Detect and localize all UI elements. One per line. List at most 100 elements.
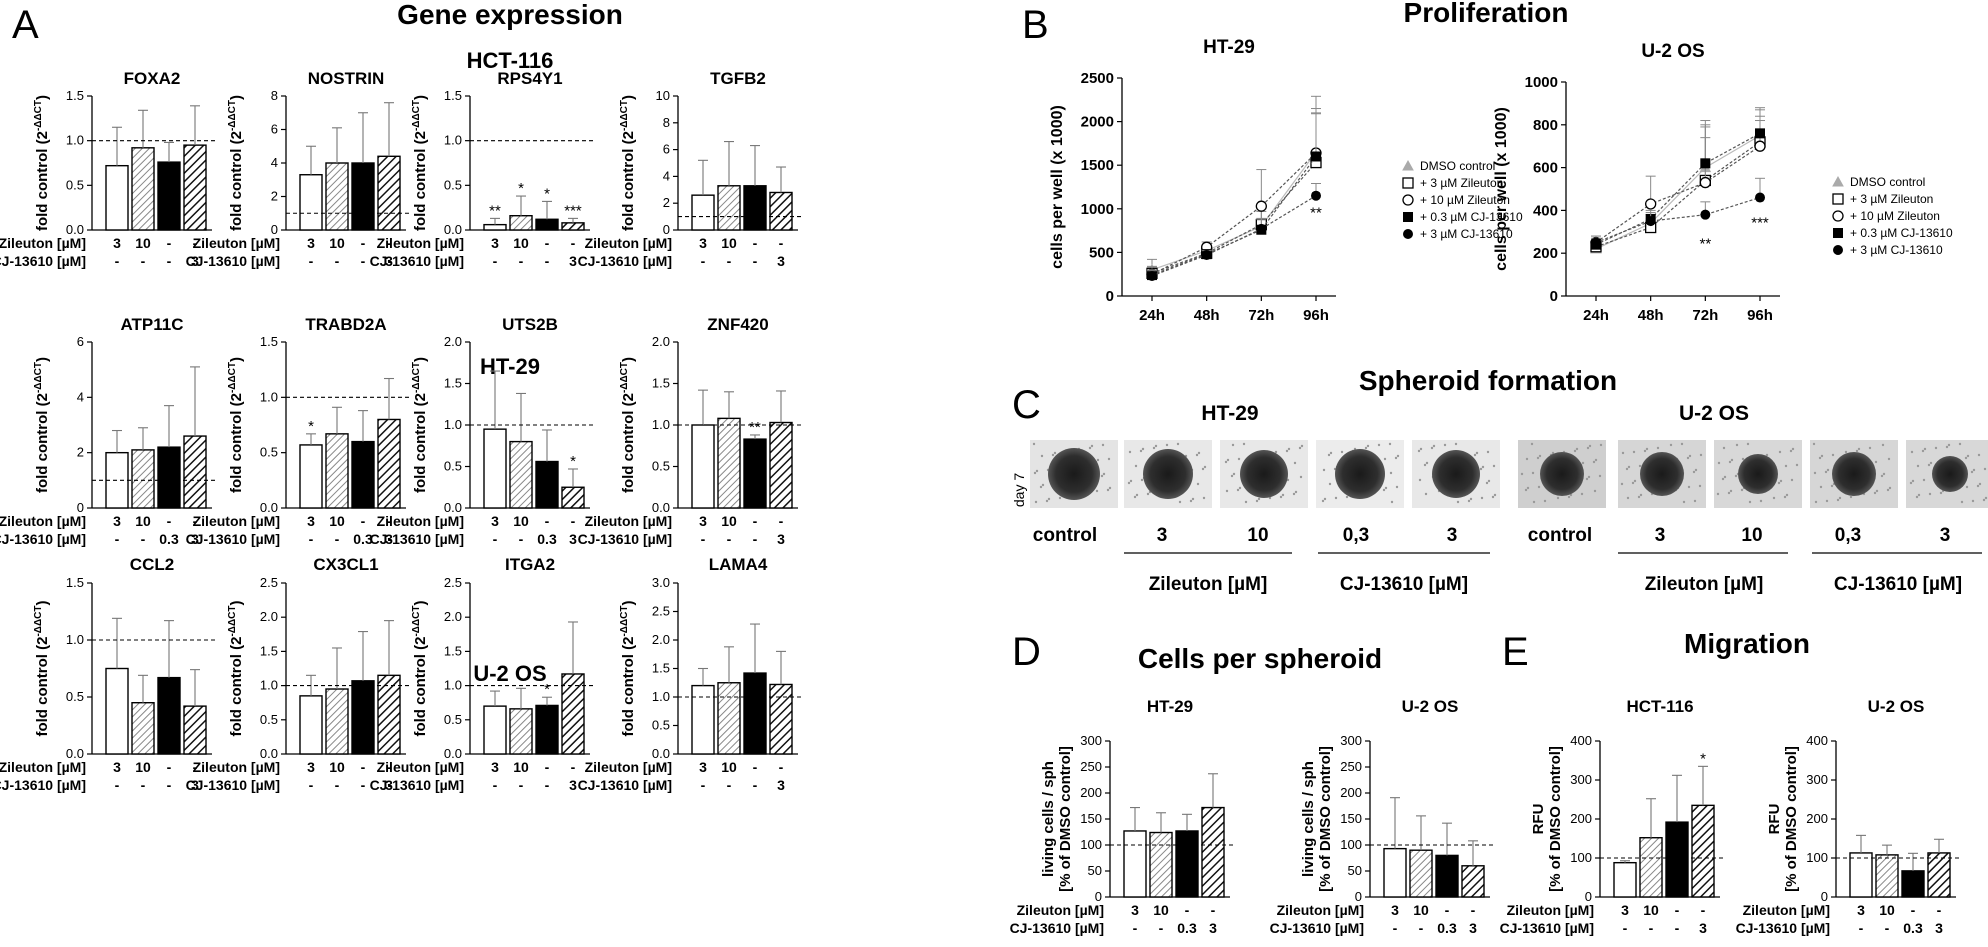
speckle bbox=[1693, 499, 1697, 503]
series-line bbox=[1151, 156, 1317, 276]
speckle bbox=[1479, 467, 1483, 471]
bar bbox=[509, 440, 533, 509]
treatment-value: 10 bbox=[329, 513, 345, 529]
treatment-value: 3 bbox=[113, 513, 121, 529]
bar bbox=[299, 695, 323, 755]
y-tick-label: 300 bbox=[1340, 733, 1362, 748]
treatment-value: 3 bbox=[385, 253, 393, 269]
bar bbox=[351, 680, 375, 755]
treatment-value: 3 bbox=[699, 235, 707, 251]
speckle bbox=[1485, 481, 1489, 485]
treatment-value: - bbox=[1675, 902, 1680, 918]
bar bbox=[1901, 870, 1925, 898]
speckle bbox=[1939, 491, 1943, 495]
y-tick-label: 0.5 bbox=[444, 712, 462, 727]
speckle bbox=[1645, 447, 1649, 451]
spheroid-image bbox=[1220, 440, 1308, 508]
speckle bbox=[1694, 468, 1698, 472]
treatment-value: - bbox=[1445, 902, 1450, 918]
data-point bbox=[1833, 245, 1843, 255]
bar bbox=[131, 449, 155, 509]
speckle bbox=[1139, 449, 1143, 453]
y-tick-label: 50 bbox=[1088, 863, 1102, 878]
chart-title: HT-29 bbox=[1203, 37, 1255, 58]
speckle bbox=[1916, 464, 1920, 468]
speckle bbox=[1322, 468, 1326, 472]
y-tick-label: 0.0 bbox=[260, 746, 278, 761]
y-tick-label: 2.5 bbox=[652, 604, 670, 619]
speckle bbox=[1101, 443, 1105, 447]
speckle bbox=[1909, 481, 1913, 485]
bar bbox=[131, 147, 155, 231]
speckle bbox=[1394, 456, 1398, 460]
speckle bbox=[1095, 489, 1099, 493]
bar-chart-lama4: LAMA4 0.0 0.5 1.0 1.5 2.0 2.5 3.0 fold control (… bbox=[578, 555, 804, 793]
bar bbox=[1409, 849, 1433, 898]
speckle bbox=[1045, 499, 1049, 503]
speckle bbox=[1178, 500, 1182, 504]
speckle bbox=[1978, 482, 1982, 486]
data-point bbox=[1255, 200, 1267, 212]
data-point bbox=[1591, 237, 1601, 248]
speckle bbox=[1364, 446, 1368, 450]
treatment-value: - bbox=[335, 531, 340, 547]
data-point bbox=[1403, 229, 1413, 239]
series-line bbox=[1595, 141, 1761, 248]
spheroid-ht29-title: HT-29 bbox=[1201, 402, 1258, 425]
speckle bbox=[1491, 495, 1495, 499]
data-point bbox=[1311, 151, 1321, 162]
speckle bbox=[1230, 474, 1234, 478]
y-tick-label: 10 bbox=[656, 88, 670, 103]
data-point bbox=[1402, 194, 1414, 206]
treatment-value: - bbox=[193, 235, 198, 251]
significance-star: * bbox=[1700, 750, 1706, 767]
chart-title: CCL2 bbox=[130, 555, 174, 574]
speckle bbox=[1778, 450, 1782, 454]
title-spheroid-formation: Spheroid formation bbox=[1359, 365, 1617, 396]
y-tick-label: 0 bbox=[1585, 889, 1592, 904]
treatment-value: - bbox=[701, 777, 706, 793]
speckle bbox=[1146, 492, 1150, 496]
bar bbox=[183, 435, 207, 509]
data-point bbox=[1754, 140, 1766, 152]
speckle bbox=[1236, 488, 1240, 492]
speckle bbox=[1088, 446, 1092, 450]
speckle bbox=[1656, 446, 1660, 450]
y-tick-label: 3.0 bbox=[652, 575, 670, 590]
treatment-value: - bbox=[571, 759, 576, 775]
bar bbox=[691, 194, 715, 231]
bar-chart-tgfb2: TGFB2 0 2 4 6 8 10 fold control (2-ΔΔCT) Zileuto… bbox=[578, 69, 804, 269]
spheroid bbox=[1048, 448, 1100, 500]
speckle bbox=[1698, 484, 1702, 488]
bar-chart-cx3cl1: CX3CL1 0.0 0.5 1.0 1.5 2.0 2.5 fold control (2-… bbox=[186, 555, 412, 793]
y-tick-label: 2.0 bbox=[444, 609, 462, 624]
y-tick-label: 1.0 bbox=[260, 389, 278, 404]
speckle bbox=[1191, 497, 1195, 501]
y-tick-label: 200 bbox=[1080, 785, 1102, 800]
speckle bbox=[1581, 461, 1585, 465]
y-tick-label: 1.5 bbox=[66, 575, 84, 590]
treatment-value: 0.3 bbox=[159, 531, 179, 547]
speckle bbox=[1965, 485, 1969, 489]
speckle bbox=[1268, 496, 1272, 500]
speckle bbox=[1880, 474, 1884, 478]
speckle bbox=[1945, 445, 1949, 449]
y-axis-label: fold control (2-ΔΔCT) bbox=[227, 600, 245, 736]
speckle bbox=[1281, 493, 1285, 497]
y-tick-label: 0 bbox=[1095, 889, 1102, 904]
y-tick-label: 2.5 bbox=[444, 575, 462, 590]
speckle bbox=[1818, 456, 1822, 460]
treatment-value: 3 bbox=[1935, 920, 1943, 936]
bar bbox=[351, 440, 375, 509]
speckle bbox=[1039, 485, 1043, 489]
y-tick-label: 0.0 bbox=[444, 222, 462, 237]
treatment-value: - bbox=[1133, 920, 1138, 936]
data-point bbox=[1402, 177, 1414, 189]
y-axis-label: fold control (2-ΔΔCT) bbox=[33, 357, 51, 493]
speckle bbox=[1201, 467, 1205, 471]
legend-entry: + 0.3 µM CJ-13610 bbox=[1850, 226, 1953, 240]
treatment-label-cj: CJ-13610 [µM] bbox=[578, 777, 672, 793]
speckle bbox=[1526, 486, 1530, 490]
speckle bbox=[1588, 444, 1592, 448]
